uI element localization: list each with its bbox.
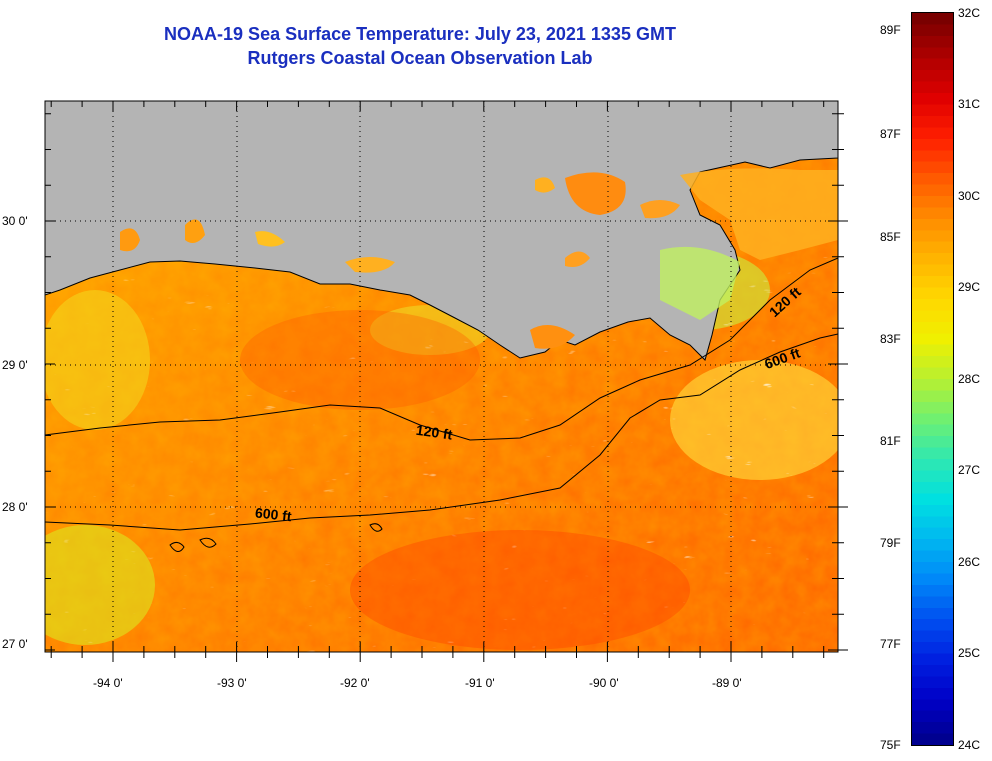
lat-label: 28 0'	[2, 500, 28, 514]
lon-label: -89 0'	[712, 676, 742, 690]
lake	[255, 231, 285, 247]
coastal-water	[680, 168, 838, 260]
colorbar-f-label: 87F	[880, 127, 901, 141]
lon-label: -92 0'	[340, 676, 370, 690]
lake	[565, 172, 626, 215]
lake	[535, 177, 555, 193]
graticule	[45, 101, 838, 652]
colorbar-f-label: 77F	[880, 637, 901, 651]
contour-label: 120 ft	[415, 422, 454, 443]
colorbar-f-label: 75F	[880, 738, 901, 752]
map-frame	[44, 100, 839, 653]
lat-label: 27 0'	[2, 637, 28, 651]
colorbar-c-label: 31C	[958, 97, 981, 111]
coastal-water	[660, 246, 740, 320]
lon-label: -94 0'	[93, 676, 123, 690]
colorbar-c-label: 24C	[958, 738, 981, 752]
contour-label: 600 ft	[254, 504, 292, 524]
lon-label: -93 0'	[217, 676, 247, 690]
lake	[185, 219, 205, 244]
lat-label: 30 0'	[2, 214, 28, 228]
colorbar-c-label: 27C	[958, 463, 981, 477]
colorbar-f-label: 89F	[880, 23, 901, 37]
colorbar-f-label: 83F	[880, 332, 901, 346]
lake	[345, 257, 395, 273]
colorbar-c-label: 26C	[958, 555, 981, 569]
colorbar-c-label: 30C	[958, 189, 981, 203]
lake	[530, 325, 575, 349]
isobath-120ft	[44, 257, 839, 441]
title-line-1: NOAA-19 Sea Surface Temperature: July 23…	[164, 24, 676, 44]
colorbar-f-label: 79F	[880, 536, 901, 550]
title-line-2: Rutgers Coastal Ocean Observation Lab	[247, 48, 593, 68]
axis-ticks	[45, 101, 848, 662]
lake	[120, 228, 140, 252]
lake	[565, 251, 590, 267]
lon-label: -90 0'	[589, 676, 619, 690]
lon-label: -91 0'	[465, 676, 495, 690]
colorbar-f-label: 85F	[880, 230, 901, 244]
isobath-600ft	[44, 333, 839, 531]
lake	[640, 200, 680, 219]
lat-label: 29 0'	[2, 358, 28, 372]
colorbar-c-label: 25C	[958, 646, 981, 660]
colorbar-f-label: 81F	[880, 434, 901, 448]
colorbar-c-label: 28C	[958, 372, 981, 386]
colorbar-c-label: 32C	[958, 6, 981, 20]
isobath-600ft-rings	[169, 523, 383, 552]
colorbar-c-label: 29C	[958, 280, 981, 294]
colorbar	[911, 12, 954, 746]
cloud-mask-east	[560, 340, 838, 560]
